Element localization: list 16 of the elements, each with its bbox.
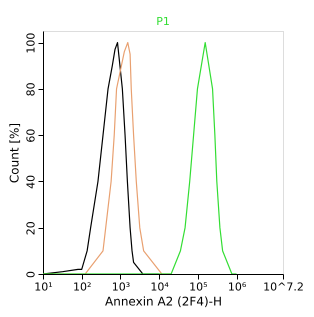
x-axis-title: Annexin A2 (2F4)-H <box>105 294 222 308</box>
y-tick-label: 0 <box>24 271 38 278</box>
x-tick-label: 10⁵ <box>189 280 208 294</box>
x-tick-label: 10³ <box>112 280 130 294</box>
y-tick-label: 40 <box>24 174 38 189</box>
y-tick-label: 60 <box>24 128 38 143</box>
y-tick-label: 20 <box>24 221 38 236</box>
x-tick-label: 10² <box>73 280 92 294</box>
x-tick-label: 10⁴ <box>150 280 170 294</box>
x-tick-label: 10⁶ <box>228 280 247 294</box>
x-tick-label: 10¹ <box>34 280 53 294</box>
text: P1 <box>156 15 170 28</box>
x-tick-label: 10^7.2 <box>263 280 304 294</box>
y-tick-label: 100 <box>24 32 38 54</box>
y-tick-label: 80 <box>24 82 38 96</box>
y-axis-title: Count [%] <box>8 122 22 184</box>
